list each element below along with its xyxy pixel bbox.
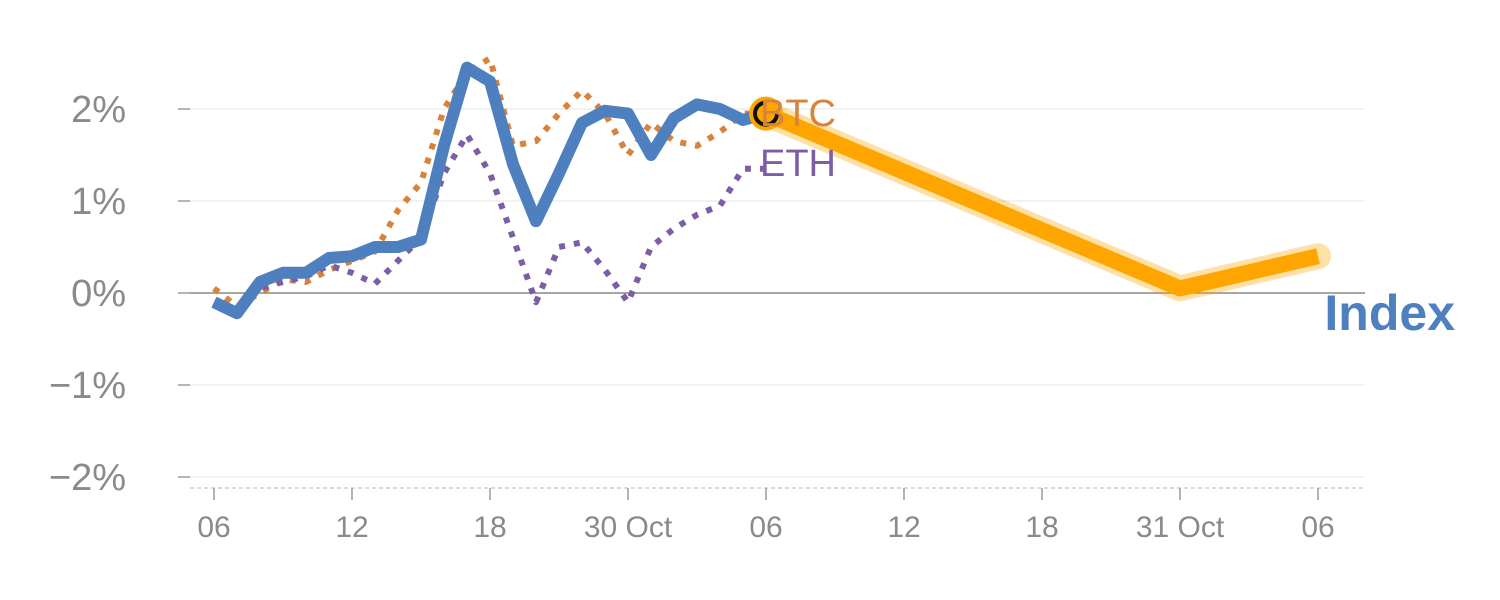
- projection-line: [762, 106, 1320, 297]
- x-tick-label: 06: [1301, 511, 1334, 544]
- label-layer: Index BTC ETH: [760, 93, 1455, 341]
- y-tick-label: 1%: [71, 181, 126, 223]
- y-tick-label: −1%: [49, 365, 126, 407]
- series-label-index: Index: [1324, 285, 1455, 341]
- x-tick-label: 12: [335, 511, 368, 544]
- y-tick-label: −2%: [49, 457, 126, 499]
- y-tick-label: 0%: [71, 273, 126, 315]
- x-tick-label: 12: [887, 511, 920, 544]
- series-label-btc: BTC: [760, 93, 836, 135]
- grid-layer: [190, 108, 1365, 478]
- x-tick-label: 18: [1025, 511, 1058, 544]
- x-tick-label: 06: [749, 511, 782, 544]
- x-tick-label: 30 Oct: [584, 511, 673, 544]
- x-tick-label: 31 Oct: [1136, 511, 1225, 544]
- y-tick-label: 2%: [71, 89, 126, 131]
- series-line-eth: [212, 131, 766, 315]
- series-label-eth: ETH: [760, 143, 836, 185]
- series-line-index: [211, 61, 768, 320]
- x-tick-label: 18: [473, 511, 506, 544]
- marker-inner-ring: [753, 100, 779, 127]
- series-layer: [211, 55, 1331, 320]
- series-line-btc: [212, 55, 766, 310]
- x-tick-label: 06: [197, 511, 230, 544]
- axis-layer: 2% 1% 0% −1% −2% 06 12 18 30 Oct 06 12 18 31 Oct 06: [49, 89, 1365, 544]
